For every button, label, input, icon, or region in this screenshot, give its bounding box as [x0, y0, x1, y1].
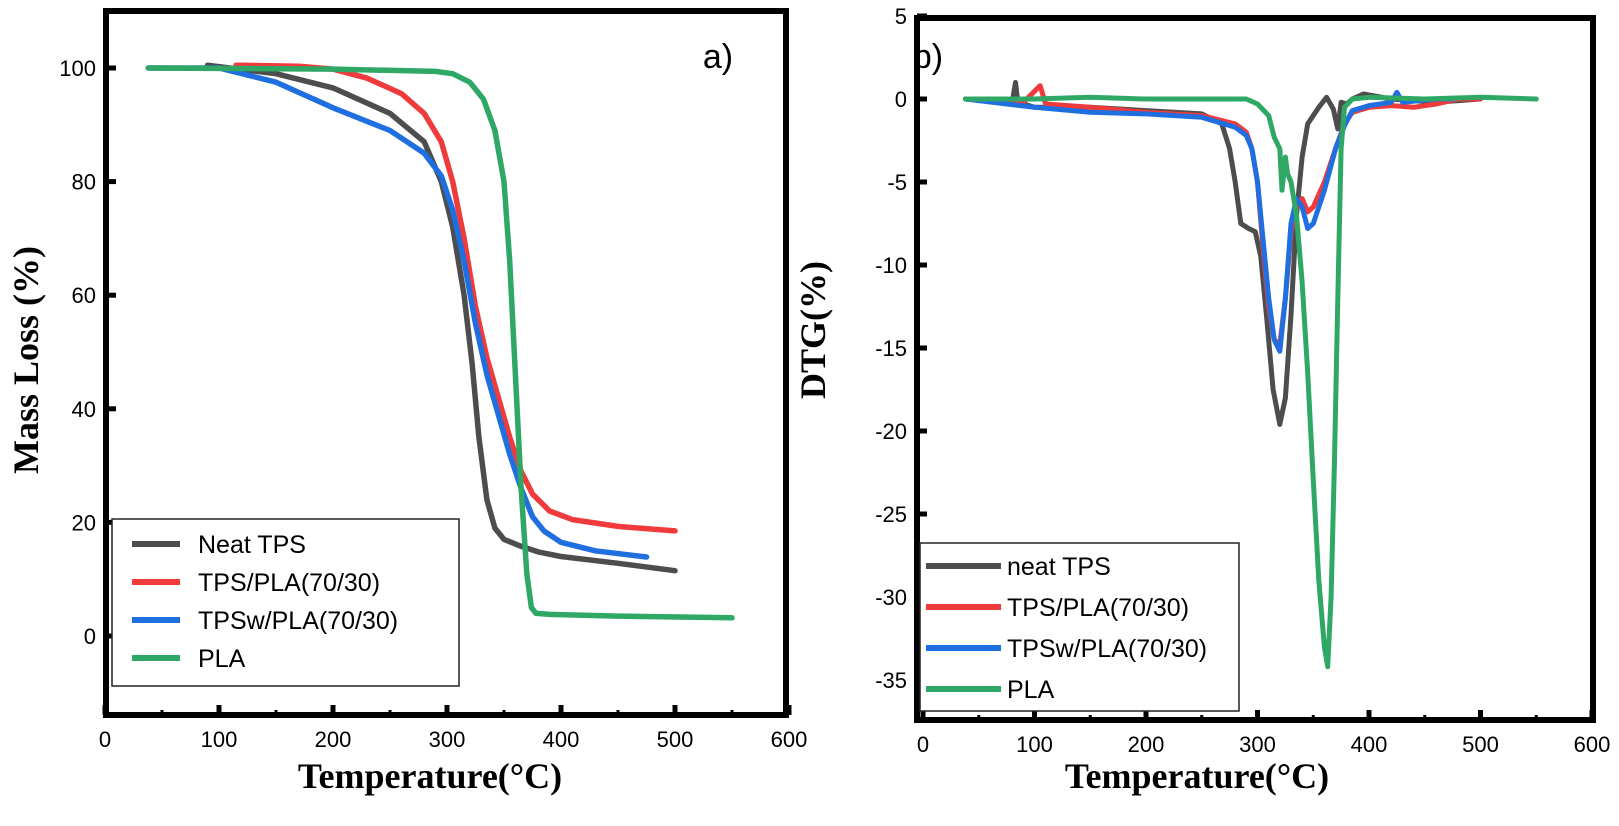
- panel-a-x-tick-label: 600: [771, 727, 808, 752]
- panel-a-x-tick-label: 300: [429, 727, 466, 752]
- panel-a-y-tick-label: 80: [72, 170, 96, 195]
- panel-b-series-line-pla: [962, 94, 1539, 670]
- panel-b-legend-item: PLA: [926, 676, 1055, 704]
- panel-b-y-tick-label: -5: [887, 170, 907, 195]
- panel-b-dtg: 0 100 200 300 400 500 600 5 0 -5 -10 -15 -20 -25 -30 -3…: [793, 4, 1610, 796]
- panel-b-y-tick-label: 0: [895, 87, 907, 112]
- panel-a-series-line-tpsw-pla-70-30: [145, 65, 650, 560]
- panel-a-series-line-tps-pla-70-30: [233, 62, 678, 534]
- panel-b-series-line-tpsw-pla-70-30: [962, 89, 1456, 354]
- panel-b-y-tick-label: -25: [875, 502, 907, 527]
- panel-a-x-axis-title: Temperature(°C): [298, 756, 562, 796]
- panel-b-y-tick-label: -35: [875, 668, 907, 693]
- panel-a-series-line-pla: [145, 65, 735, 621]
- panel-a-legend-item: TPS/PLA(70/30): [132, 569, 380, 597]
- panel-b-legend-label: PLA: [1007, 676, 1055, 704]
- panel-a-legend-item: TPSw/PLA(70/30): [132, 607, 398, 635]
- panel-b-x-tick-label: 100: [1016, 732, 1053, 757]
- panel-a-legend: Neat TPS TPS/PLA(70/30) TPSw/PLA(70/30) PLA: [111, 518, 460, 687]
- panel-a-legend-item: PLA: [132, 645, 246, 673]
- panel-a-y-tick-label: 20: [72, 510, 96, 535]
- panel-b-legend-label: neat TPS: [1007, 553, 1111, 581]
- panel-a-y-axis-title: Mass Loss (%): [6, 246, 46, 474]
- panel-a-legend-label: Neat TPS: [198, 531, 306, 559]
- panel-a-legend-item: Neat TPS: [132, 531, 306, 559]
- panel-a-label: a): [703, 38, 733, 76]
- panel-b-y-tick-label: -15: [875, 336, 907, 361]
- panel-a-series: [145, 62, 735, 621]
- panel-b-x-axis-title: Temperature(°C): [1065, 756, 1329, 796]
- panel-b-label: b): [913, 38, 943, 76]
- panel-a-x-tick-label: 100: [201, 727, 238, 752]
- panel-b-legend-item: TPSw/PLA(70/30): [926, 635, 1207, 663]
- panel-b-ticks: 0 100 200 300 400 500 600 5 0 -5 -10 -15 -20 -25 -30 -3…: [875, 4, 1610, 757]
- panel-b-x-tick-label: 0: [917, 732, 929, 757]
- panel-b-x-tick-label: 200: [1128, 732, 1165, 757]
- panel-b-y-tick-label: -30: [875, 585, 907, 610]
- panel-a-legend-label: TPS/PLA(70/30): [198, 569, 380, 597]
- panel-a-legend-label: TPSw/PLA(70/30): [198, 607, 398, 635]
- panel-a-series-line-neat-tps: [204, 62, 678, 574]
- panel-a-legend-label: PLA: [198, 645, 246, 673]
- panel-b-legend: neat TPS TPS/PLA(70/30) TPSw/PLA(70/30) PLA: [919, 542, 1240, 712]
- panel-b-legend-label: TPS/PLA(70/30): [1007, 594, 1189, 622]
- panel-b-x-tick-label: 400: [1351, 732, 1388, 757]
- panel-b-y-tick-label: -20: [875, 419, 907, 444]
- panel-a-y-tick-label: 60: [72, 283, 96, 308]
- panel-a-x-tick-label: 500: [657, 727, 694, 752]
- panel-b-x-tick-label: 300: [1239, 732, 1276, 757]
- panel-b-legend-item: TPS/PLA(70/30): [926, 594, 1189, 622]
- panel-a-y-tick-label: 40: [72, 397, 96, 422]
- panel-a-x-tick-label: 400: [543, 727, 580, 752]
- panel-b-x-tick-label: 600: [1574, 732, 1611, 757]
- panel-a-y-tick-label: 0: [84, 624, 96, 649]
- panel-b-legend-item: neat TPS: [926, 553, 1111, 581]
- panel-b-x-tick-label: 500: [1462, 732, 1499, 757]
- panel-a-y-tick-label: 100: [59, 56, 96, 81]
- panel-b-series-line-neat-tps: [962, 79, 1483, 427]
- panel-b-series: [962, 79, 1539, 670]
- panel-b-y-tick-label: 5: [895, 4, 907, 29]
- panel-b-y-axis-title: DTG(%): [793, 261, 833, 399]
- panel-a-x-tick-label: 0: [99, 727, 111, 752]
- panel-b-legend-label: TPSw/PLA(70/30): [1007, 635, 1207, 663]
- panel-b-legend-box: [919, 542, 1240, 712]
- panel-a-mass-loss: 0 100 200 300 400 500 600 0 20 40 60 80 100 a) Tempe…: [6, 8, 808, 796]
- panel-a-x-tick-label: 200: [315, 727, 352, 752]
- panel-b-y-tick-label: -10: [875, 253, 907, 278]
